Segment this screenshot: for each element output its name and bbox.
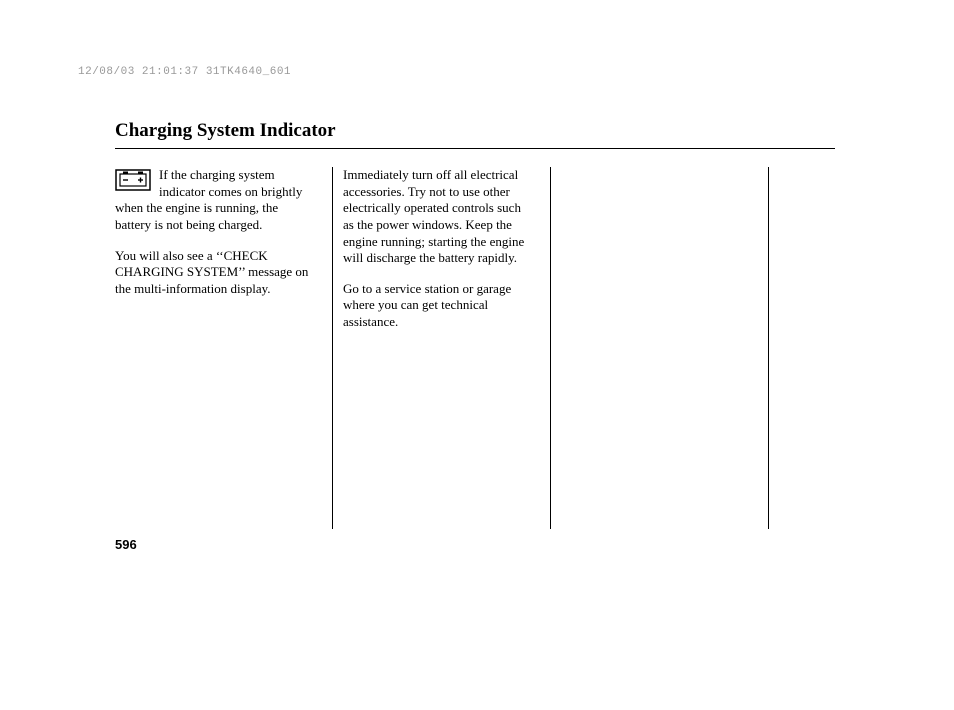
column-3 xyxy=(551,167,769,529)
page-title: Charging System Indicator xyxy=(115,120,835,142)
battery-icon xyxy=(115,169,151,196)
col1-para2: You will also see a ‘‘CHECK CHARGING SYS… xyxy=(115,248,316,298)
doc-timestamp: 12/08/03 21:01:37 31TK4640_601 xyxy=(78,66,291,78)
page-body: Charging System Indicator If the chargin… xyxy=(115,120,835,529)
title-rule xyxy=(115,148,835,149)
col2-para1: Immediately turn off all electrical acce… xyxy=(343,167,534,267)
col2-para2: Go to a service station or garage where … xyxy=(343,281,534,331)
text-columns: If the charging system indicator comes o… xyxy=(115,167,835,529)
page-number: 596 xyxy=(115,537,137,552)
column-1: If the charging system indicator comes o… xyxy=(115,167,333,529)
column-2: Immediately turn off all electrical acce… xyxy=(333,167,551,529)
